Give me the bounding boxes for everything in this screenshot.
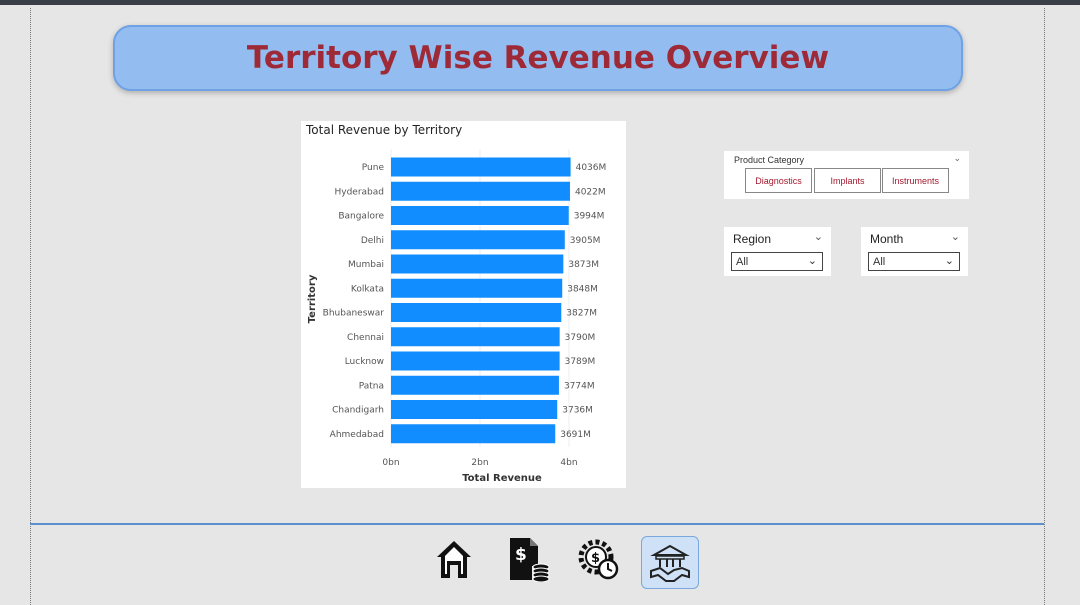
bar (391, 424, 556, 444)
region-dropdown-value: All (736, 256, 749, 268)
data-label: 3873M (568, 260, 599, 270)
bar (391, 254, 564, 274)
bar-chart-svg: Total Revenue by Territory Territory Tot… (305, 123, 607, 484)
bar (391, 157, 571, 177)
nav-operations-button[interactable]: $ (576, 537, 620, 581)
category-label: Bhubaneswar (323, 309, 385, 319)
bar (391, 230, 565, 250)
revenue-by-territory-chart[interactable]: Total Revenue by Territory Territory Tot… (301, 121, 626, 488)
bar (391, 278, 563, 298)
bar (391, 375, 559, 395)
page-title: Territory Wise Revenue Overview (246, 40, 830, 76)
region-slicer: Region ⌄ All ⌄ (724, 227, 831, 276)
slicer-option-implants[interactable]: Implants (814, 168, 881, 193)
category-label: Chandigarh (332, 406, 384, 416)
bar (391, 303, 562, 322)
home-icon (437, 541, 471, 578)
data-label: 3905M (570, 236, 601, 246)
bars-layer: 0bn 2bn 4bn Pune 4036M Hyderabad 4022M Bangalor… (323, 149, 607, 468)
data-label: 3790M (565, 333, 596, 343)
x-axis-label: Total Revenue (462, 473, 542, 484)
x-tick-label: 4bn (560, 458, 577, 468)
chart-title: Total Revenue by Territory (305, 123, 462, 137)
region-dropdown[interactable]: All ⌄ (731, 252, 823, 271)
data-label: 3691M (560, 430, 591, 440)
dropdown-arrow-icon: ⌄ (944, 255, 954, 267)
canvas-left-border (30, 8, 31, 605)
data-label: 4036M (576, 163, 607, 173)
category-label: Lucknow (345, 357, 384, 367)
month-slicer: Month ⌄ All ⌄ (861, 227, 968, 276)
bar (391, 206, 569, 225)
category-label: Hyderabad (335, 187, 385, 197)
category-label: Bangalore (338, 212, 384, 222)
canvas-right-border (1044, 8, 1045, 605)
month-dropdown[interactable]: All ⌄ (868, 252, 960, 271)
category-label: Delhi (361, 236, 384, 246)
category-label: Patna (359, 381, 384, 391)
slicer-option-diagnostics[interactable]: Diagnostics (745, 168, 812, 193)
svg-text:$: $ (591, 551, 600, 566)
gear-clock-icon: $ (578, 539, 619, 580)
category-label: Ahmedabad (330, 430, 384, 440)
data-label: 4022M (575, 187, 606, 197)
page-title-banner: Territory Wise Revenue Overview (113, 25, 963, 91)
data-label: 3848M (567, 284, 598, 294)
y-axis-label: Territory (307, 274, 318, 323)
dropdown-arrow-icon: ⌄ (807, 255, 817, 267)
slicer-option-instruments[interactable]: Instruments (882, 168, 949, 193)
window-top-bar (0, 0, 1080, 5)
bar (391, 327, 560, 347)
invoice-coins-icon: $ (510, 538, 550, 582)
chevron-down-icon[interactable]: ⌄ (953, 153, 961, 163)
data-label: 3774M (564, 381, 595, 391)
chevron-down-icon[interactable]: ⌄ (813, 231, 823, 243)
handshake-building-icon (650, 544, 690, 582)
product-category-slicer: Product Category ⌄ Diagnostics Implants … (724, 151, 969, 199)
x-tick-label: 2bn (471, 458, 488, 468)
product-category-title: Product Category (734, 155, 805, 165)
footer-divider (30, 523, 1044, 525)
svg-text:$: $ (515, 545, 527, 565)
x-tick-label: 0bn (382, 458, 399, 468)
data-label: 3994M (574, 212, 605, 222)
category-label: Pune (362, 163, 385, 173)
bar (391, 400, 558, 419)
nav-home-button[interactable] (432, 537, 476, 581)
month-dropdown-value: All (873, 256, 886, 268)
bar (391, 181, 570, 201)
nav-revenue-button[interactable]: $ (506, 537, 550, 582)
category-label: Kolkata (351, 284, 384, 294)
bar (391, 351, 560, 371)
category-label: Chennai (347, 333, 384, 343)
region-slicer-title: Region (733, 232, 772, 246)
category-label: Mumbai (348, 260, 384, 270)
nav-territory-button[interactable] (641, 536, 699, 589)
chevron-down-icon[interactable]: ⌄ (950, 231, 960, 243)
data-label: 3789M (565, 357, 596, 367)
data-label: 3736M (562, 406, 593, 416)
data-label: 3827M (566, 309, 597, 319)
month-slicer-title: Month (870, 232, 904, 246)
